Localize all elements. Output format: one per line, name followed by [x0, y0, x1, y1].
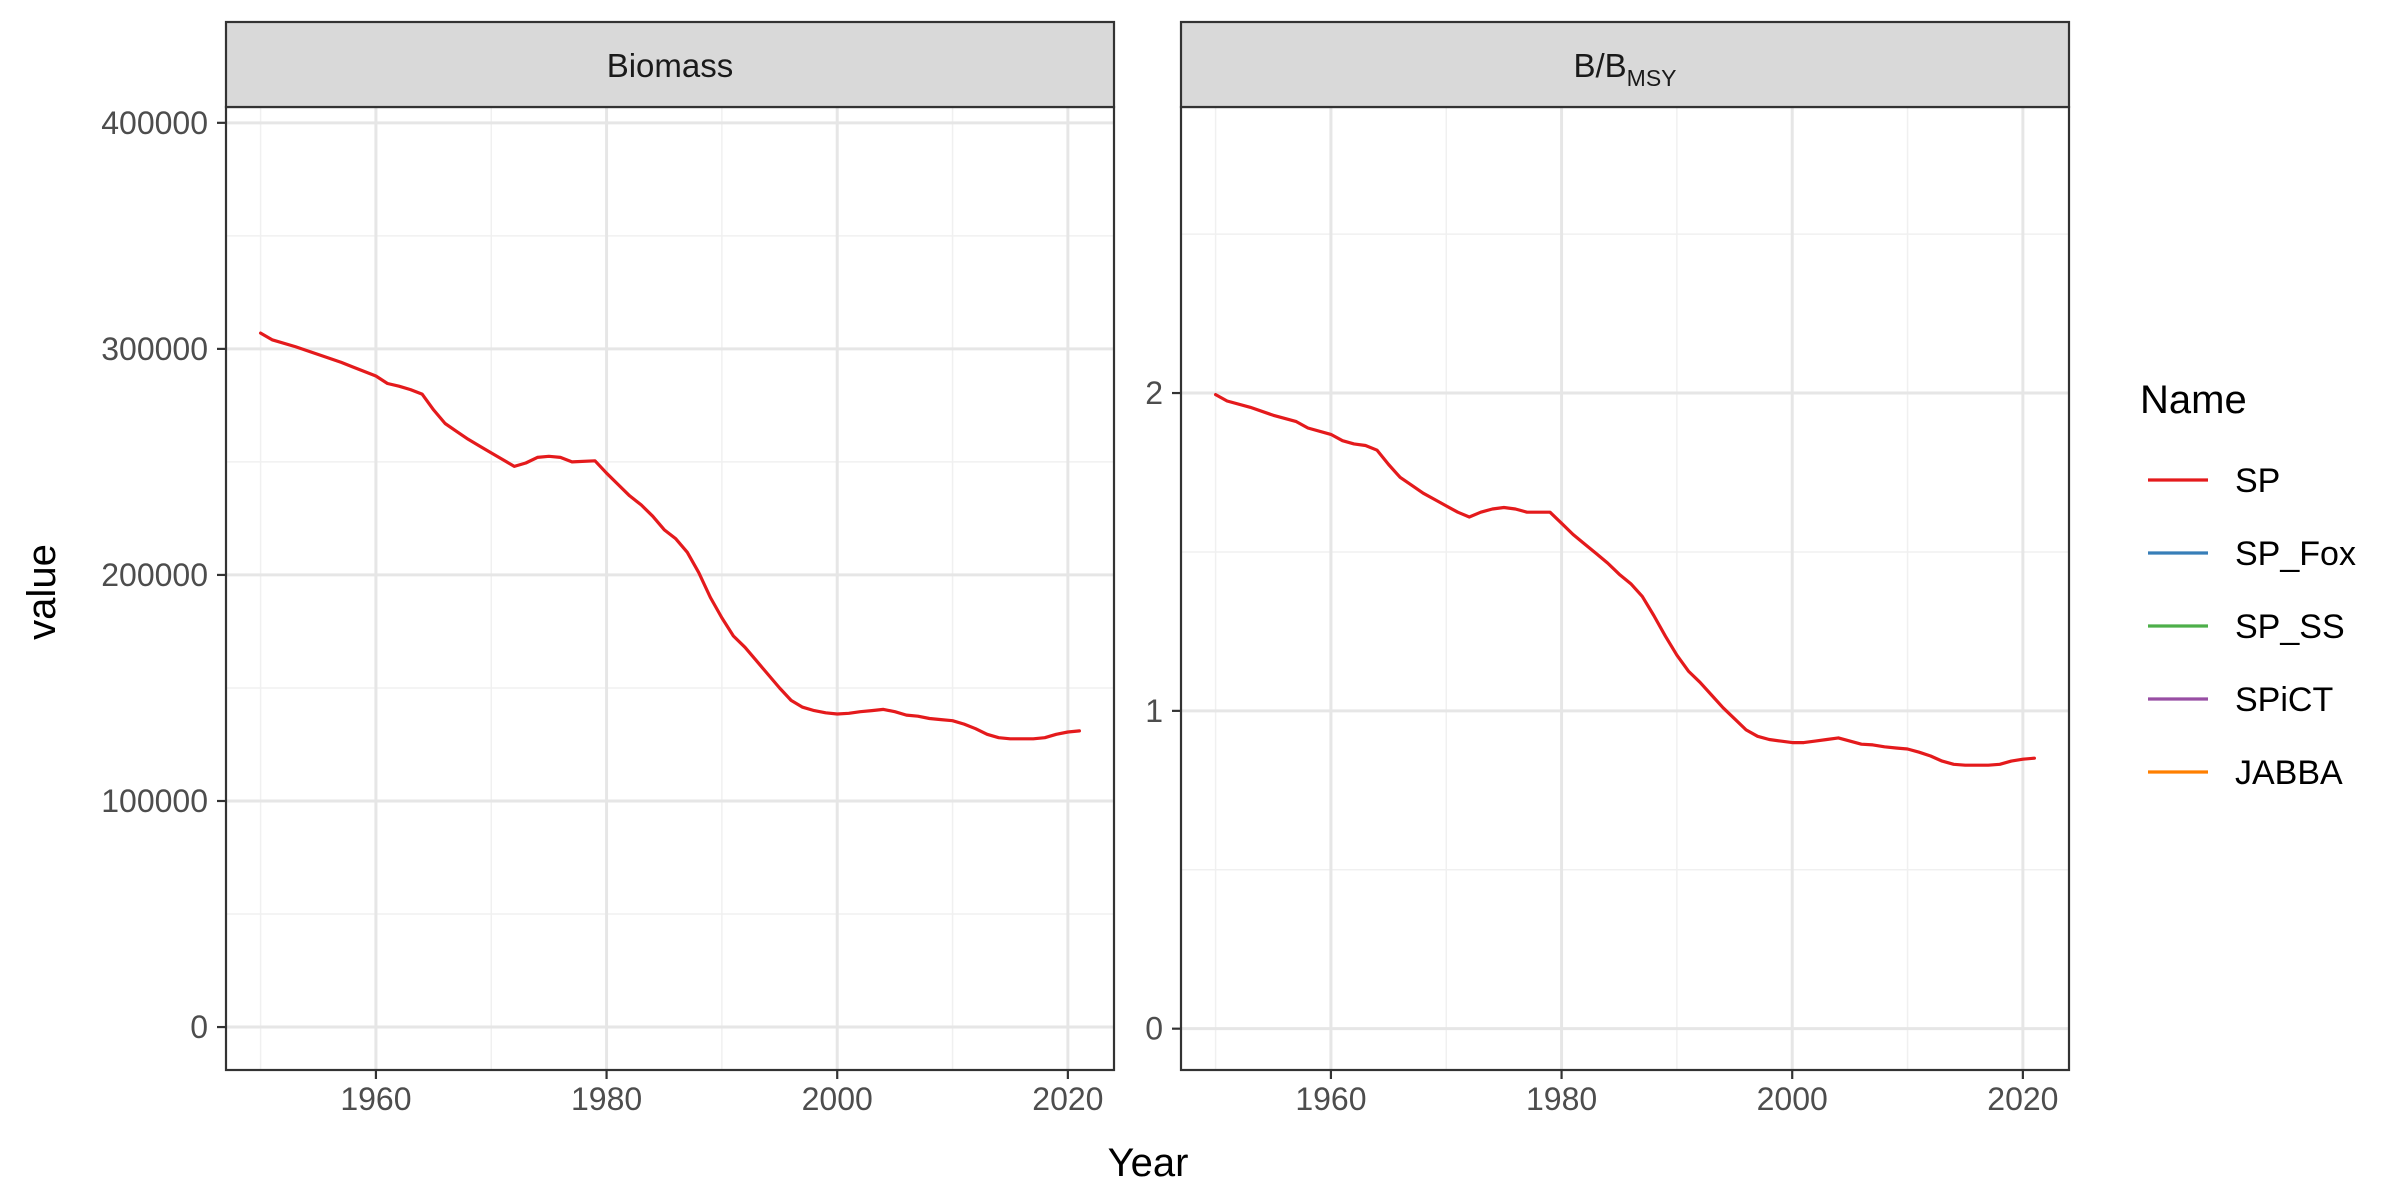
- x-axis-title: Year: [1108, 1141, 1189, 1185]
- plot-background: [1181, 107, 2069, 1070]
- y-tick-label: 100000: [101, 783, 208, 819]
- x-tick-label: 1980: [571, 1081, 642, 1117]
- x-tick-label: 2000: [1757, 1081, 1828, 1117]
- y-tick-label: 400000: [101, 105, 208, 141]
- facet-strip-label: B/BMSY: [1573, 47, 1676, 91]
- facet-strip: [1179, 20, 2071, 109]
- legend-label-sp_ss: SP_SS: [2235, 608, 2345, 646]
- plot-background: [226, 107, 1114, 1070]
- panel-biomass: Biomass 1960 1980 2000 2020 0 100000 200000 3000…: [101, 20, 1116, 1117]
- legend-label-spict: SPiCT: [2235, 681, 2333, 719]
- y-tick-label: 0: [1145, 1011, 1163, 1047]
- series-line-sp: [259, 331, 1081, 741]
- legend-label-jabba: JABBA: [2235, 754, 2343, 792]
- y-tick-label: 1: [1145, 693, 1163, 729]
- legend-title: Name: [2140, 378, 2247, 422]
- y-tick-label: 200000: [101, 557, 208, 593]
- facet-strip: [224, 20, 1116, 109]
- legend: Name SP SP_Fox SP_SS SPiCT JABBA: [2140, 378, 2356, 792]
- legend-label-sp: SP: [2235, 462, 2280, 500]
- x-tick-label: 2020: [1032, 1081, 1103, 1117]
- x-tick-label: 1960: [340, 1081, 411, 1117]
- legend-label-sp_fox: SP_Fox: [2235, 535, 2356, 573]
- y-tick-label: 2: [1145, 375, 1163, 411]
- x-tick-label: 2000: [802, 1081, 873, 1117]
- series-line-sp: [1214, 393, 2036, 767]
- x-tick-label: 1960: [1295, 1081, 1366, 1117]
- x-tick-label: 1980: [1526, 1081, 1597, 1117]
- panel-b-over-bmsy: B/BMSY 1960 1980 2000 2020 0 1 2: [1145, 20, 2071, 1117]
- x-tick-label: 2020: [1987, 1081, 2058, 1117]
- y-axis-title: value: [20, 544, 64, 640]
- y-tick-label: 0: [190, 1009, 208, 1045]
- y-tick-label: 300000: [101, 331, 208, 367]
- facet-strip-label: Biomass: [607, 47, 734, 84]
